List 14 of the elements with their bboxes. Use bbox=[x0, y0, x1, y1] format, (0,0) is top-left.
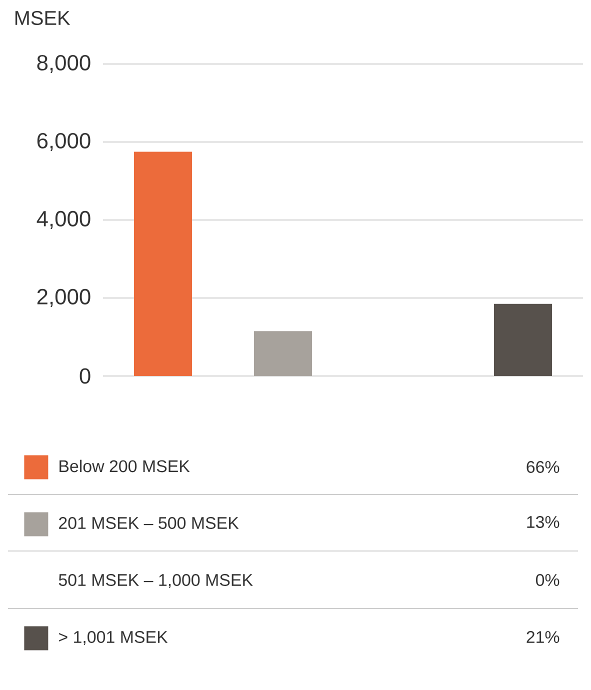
text: 0% bbox=[536, 574, 560, 586]
legend-label: > 1,001 MSEK bbox=[59, 631, 168, 646]
y-tick-label: 2,000 bbox=[37, 288, 90, 308]
y-axis-title: MSEK bbox=[15, 10, 70, 26]
text: 66% bbox=[526, 460, 560, 473]
y-tick-label: 4,000 bbox=[36, 210, 90, 230]
text: 13% bbox=[527, 516, 560, 528]
text: 501 MSEK – 1,000 MSEK bbox=[58, 574, 253, 588]
legend-label: 201 MSEK – 500 MSEK bbox=[59, 517, 239, 530]
y-tick-label: 0 bbox=[80, 368, 90, 384]
y-tick-label: 8,000 bbox=[37, 54, 90, 74]
text: 21% bbox=[526, 631, 560, 643]
y-tick-label: 6,000 bbox=[37, 132, 90, 152]
legend-label: Below 200 MSEK bbox=[60, 460, 190, 472]
